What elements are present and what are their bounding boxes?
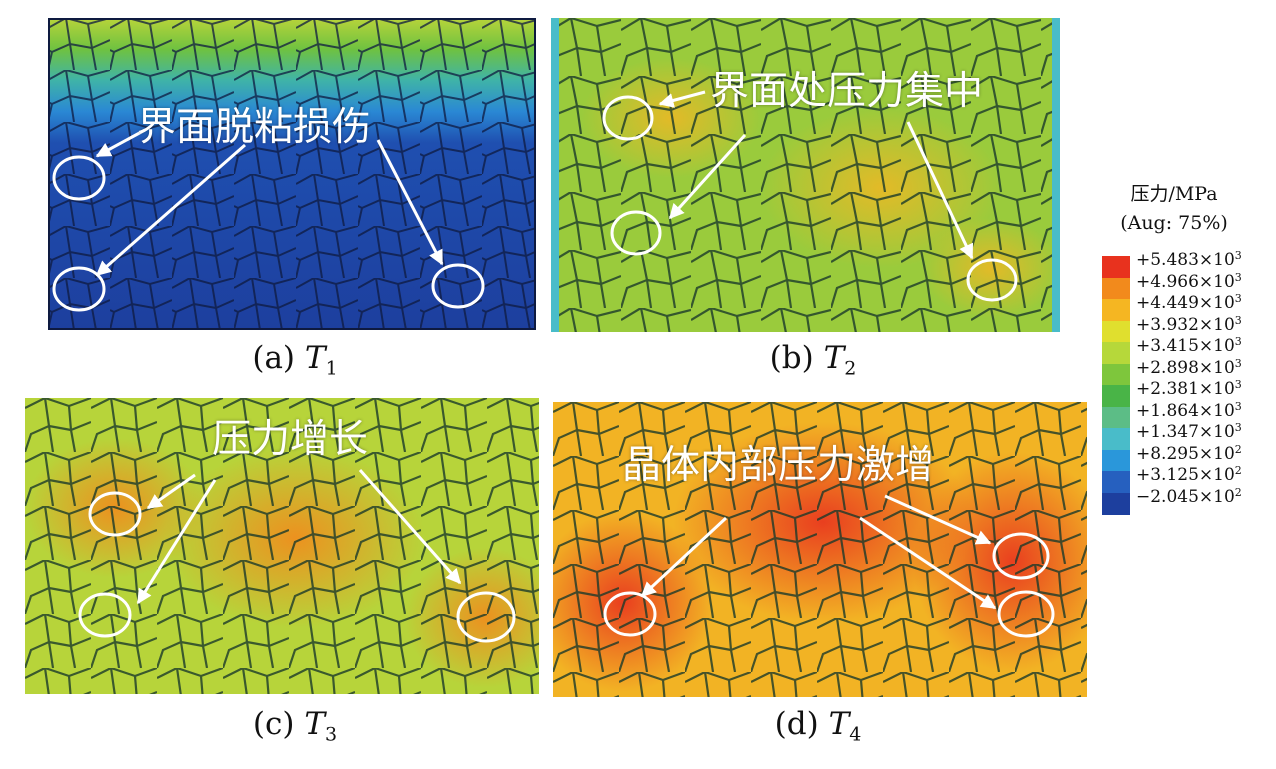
panel-b-image <box>551 18 1060 332</box>
caption-a-paren: (a) <box>252 340 296 376</box>
legend-swatch <box>1102 449 1130 472</box>
panel-a-image <box>48 18 536 330</box>
caption-c-sub: 3 <box>325 723 338 746</box>
annotation-a: 界面脱粘损伤 <box>137 105 372 150</box>
legend-label: +1.864×103 <box>1136 399 1242 421</box>
caption-c-symbol: T <box>304 706 325 742</box>
caption-b-paren: (b) <box>769 340 814 376</box>
caption-d-paren: (d) <box>774 706 819 742</box>
caption-a-sub: 1 <box>325 357 338 380</box>
legend-swatch <box>1102 492 1130 515</box>
legend-label: +5.483×103 <box>1136 249 1242 271</box>
caption-c: (c) T3 <box>145 709 445 745</box>
caption-c-paren: (c) <box>252 706 295 742</box>
legend-swatch <box>1102 277 1130 300</box>
legend-swatch <box>1102 406 1130 429</box>
legend-label: +2.381×103 <box>1136 378 1242 400</box>
annotation-d: 晶体内部压力激增 <box>622 443 935 488</box>
legend-swatch <box>1102 256 1130 278</box>
caption-d: (d) T4 <box>668 709 968 745</box>
caption-d-sub: 4 <box>849 723 862 746</box>
legend-swatch <box>1102 428 1130 450</box>
legend-title: 压力/MPa <box>1130 183 1218 205</box>
legend-label: +3.415×103 <box>1136 335 1242 357</box>
legend-label: −2.045×102 <box>1136 485 1242 507</box>
caption-a-symbol: T <box>304 340 326 376</box>
annotation-b: 界面处压力集中 <box>710 69 984 114</box>
legend-swatch <box>1102 363 1130 386</box>
caption-b: (b) T2 <box>663 343 963 379</box>
legend-swatch <box>1102 320 1130 343</box>
legend-swatch <box>1102 385 1130 407</box>
legend-label: +4.449×103 <box>1136 292 1242 314</box>
legend-swatch <box>1102 471 1130 493</box>
caption-d-symbol: T <box>828 706 850 742</box>
legend-label: +3.125×102 <box>1136 464 1242 486</box>
legend-label: +4.966×103 <box>1136 270 1242 292</box>
legend-label: +2.898×103 <box>1136 356 1242 378</box>
legend-label: +3.932×103 <box>1136 313 1242 335</box>
legend-swatch <box>1102 342 1130 364</box>
legend-swatch <box>1102 299 1130 321</box>
caption-b-sub: 2 <box>844 357 857 380</box>
legend-subtitle: (Aug: 75%) <box>1120 212 1228 234</box>
legend-label: +8.295×102 <box>1136 442 1242 464</box>
legend-label: +1.347×103 <box>1136 421 1242 443</box>
caption-a: (a) T1 <box>145 343 445 379</box>
annotation-c: 压力增长 <box>212 417 369 462</box>
caption-b-symbol: T <box>823 340 845 376</box>
